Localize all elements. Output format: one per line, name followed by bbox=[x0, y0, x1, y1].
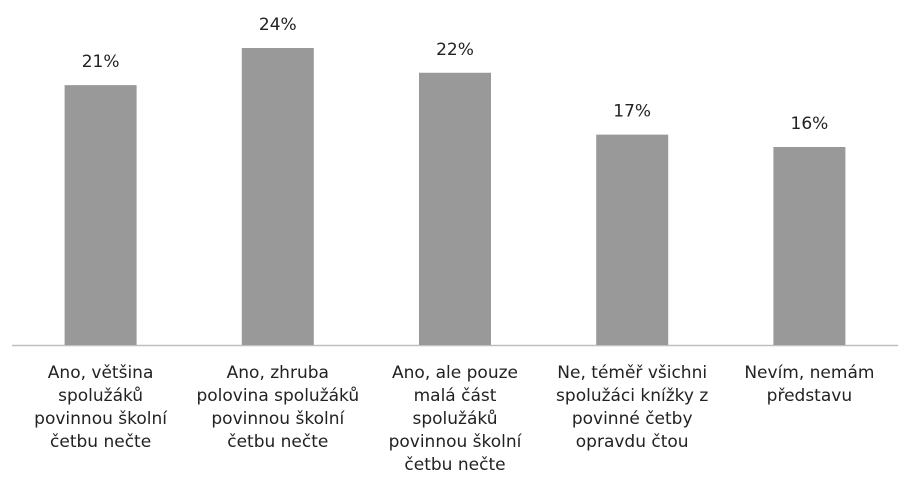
data-label: 24% bbox=[259, 15, 297, 35]
data-label: 17% bbox=[613, 102, 651, 122]
bar bbox=[419, 72, 491, 345]
bar bbox=[64, 85, 137, 345]
x-tick-label: Ano, většina spolužáků povinnou školní č… bbox=[34, 363, 167, 452]
x-tick-label: Ano, ale pouze malá část spolužáků povin… bbox=[388, 363, 522, 475]
bar bbox=[773, 147, 846, 345]
data-label: 16% bbox=[791, 114, 829, 134]
data-label: 21% bbox=[82, 52, 120, 72]
x-tick-label: Ano, zhruba polovina spolužáků povinnou … bbox=[196, 363, 360, 452]
bar bbox=[241, 48, 314, 345]
data-label: 22% bbox=[436, 40, 474, 60]
x-tick-label: Ne, téměř všichni spolužáci knížky z pov… bbox=[556, 363, 709, 452]
bar bbox=[596, 134, 669, 345]
x-tick-label: Nevím, nemám představu bbox=[744, 363, 875, 406]
